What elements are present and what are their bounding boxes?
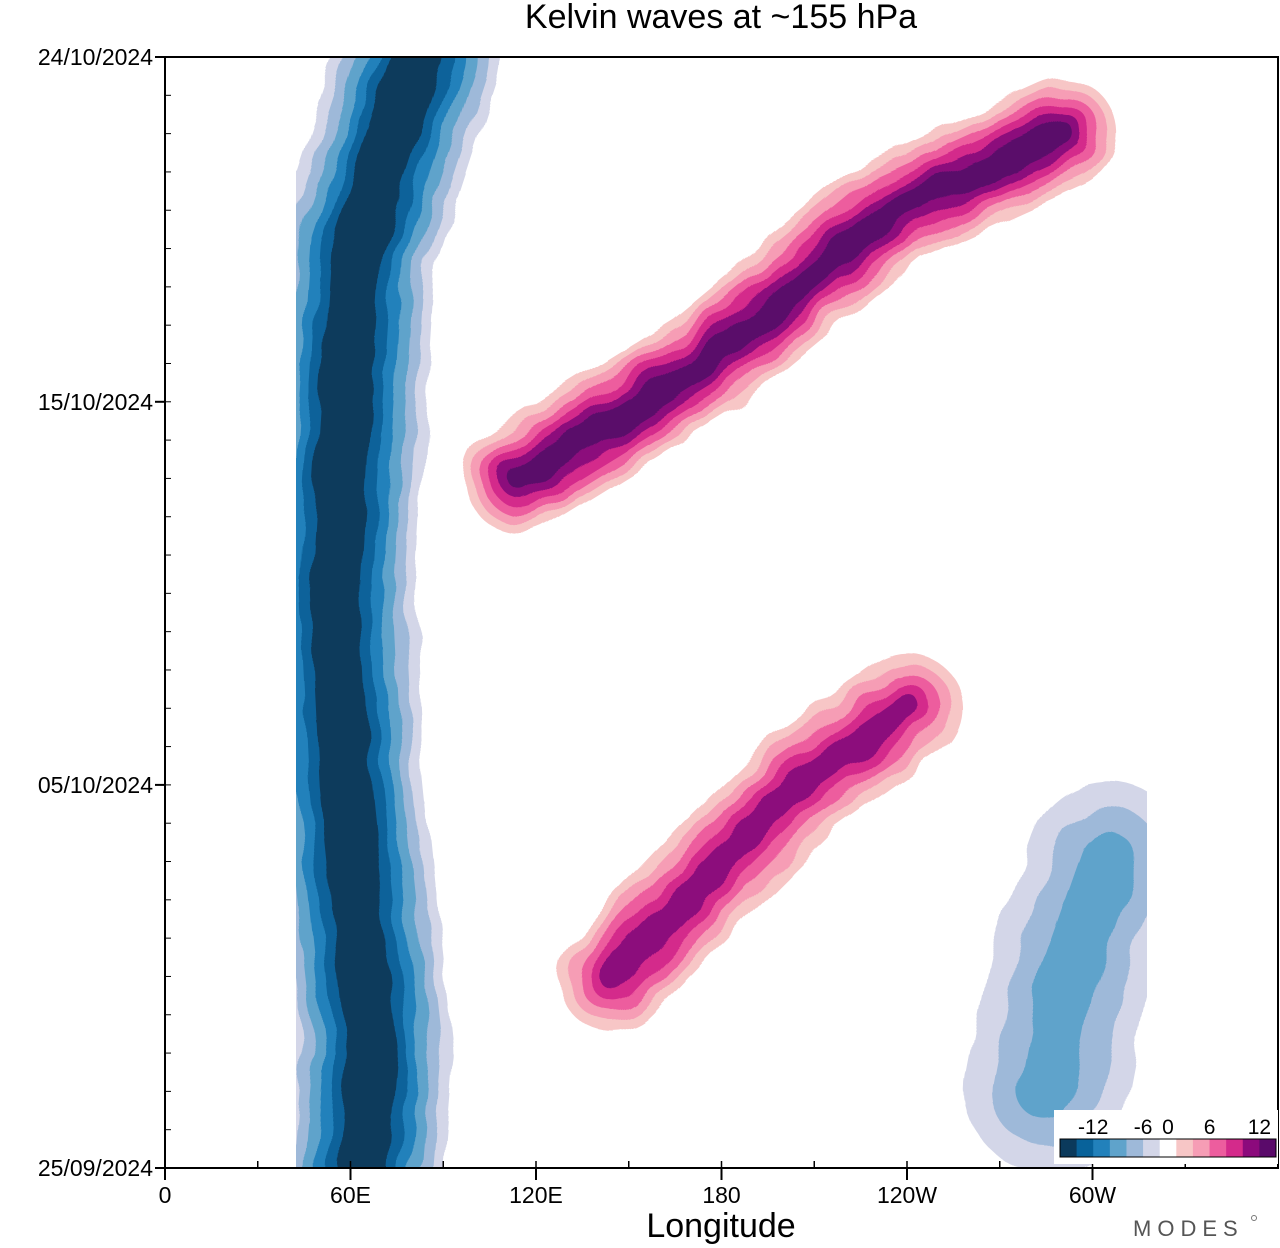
colorbar-swatch (1143, 1139, 1161, 1157)
colorbar: -12 -6 0 6 12 (1054, 1110, 1278, 1164)
chart-title: Kelvin waves at ~155 hPa (525, 0, 917, 36)
plot-area (165, 57, 1278, 1168)
y-axis: 24/10/2024 15/10/2024 05/10/2024 25/09/2024 (38, 44, 171, 1181)
y-tick-label: 24/10/2024 (38, 44, 153, 70)
contour-level-5 (599, 694, 921, 990)
y-tick-label: 05/10/2024 (38, 772, 153, 798)
contour-level-3 (1017, 832, 1137, 1121)
x-tick-label: 180 (702, 1182, 740, 1208)
x-axis-label: Longitude (646, 1207, 795, 1245)
contour-feature-0 (254, 57, 499, 1168)
y-tick-label: 25/09/2024 (38, 1155, 153, 1181)
colorbar-tick-label: 6 (1204, 1116, 1216, 1139)
colorbar-tick-label: -6 (1134, 1116, 1153, 1139)
colorbar-outline (1059, 1138, 1277, 1158)
contour-level-6 (309, 57, 444, 1168)
colorbar-swatch (1159, 1139, 1177, 1157)
modes-logo: MODES (1133, 1216, 1244, 1241)
colorbar-tick-label: 12 (1248, 1116, 1271, 1139)
colorbar-swatch (1126, 1139, 1144, 1157)
colorbar-swatch (1226, 1139, 1244, 1157)
colorbar-tick-label: 0 (1162, 1116, 1174, 1139)
x-tick-label: 60E (330, 1182, 371, 1208)
colorbar-swatch (1242, 1139, 1260, 1157)
colorbar-swatch (1093, 1139, 1111, 1157)
anomaly-contours (254, 57, 1189, 1168)
registered-mark-icon (1251, 1215, 1257, 1221)
x-tick-label: 120W (877, 1182, 937, 1208)
x-axis: 0 60E 120E 180 120W 60W (159, 1161, 1186, 1208)
x-tick-label: 60W (1069, 1182, 1117, 1208)
x-tick-label: 0 (159, 1182, 172, 1208)
colorbar-swatch (1060, 1139, 1078, 1157)
x-tick-label: 120E (509, 1182, 563, 1208)
contour-feature-3 (965, 781, 1189, 1168)
colorbar-swatch (1076, 1139, 1094, 1157)
colorbar-swatch (1176, 1139, 1194, 1157)
colorbar-swatch (1259, 1139, 1277, 1157)
colorbar-swatch (1209, 1139, 1227, 1157)
contour-feature-1 (464, 78, 1118, 534)
colorbar-swatch (1109, 1139, 1127, 1157)
contour-level-6 (508, 121, 1074, 491)
colorbar-swatch (1192, 1139, 1211, 1157)
contour-feature-2 (557, 652, 963, 1032)
y-tick-label: 15/10/2024 (38, 389, 153, 415)
colorbar-tick-label: -12 (1078, 1116, 1108, 1139)
